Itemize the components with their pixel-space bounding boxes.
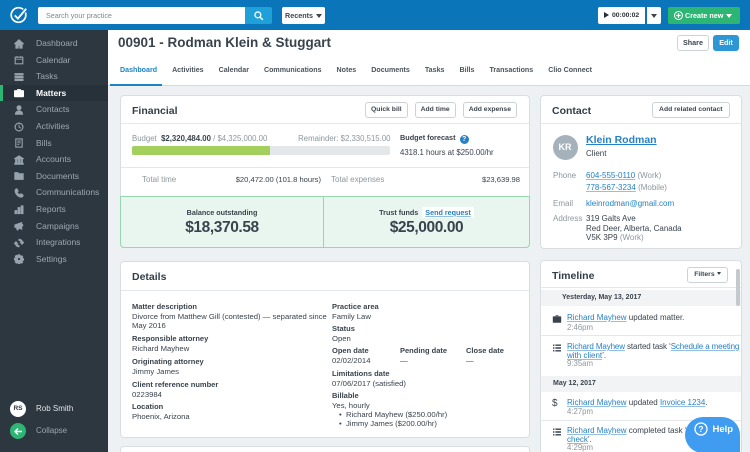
svg-text:?: ? — [698, 424, 703, 434]
